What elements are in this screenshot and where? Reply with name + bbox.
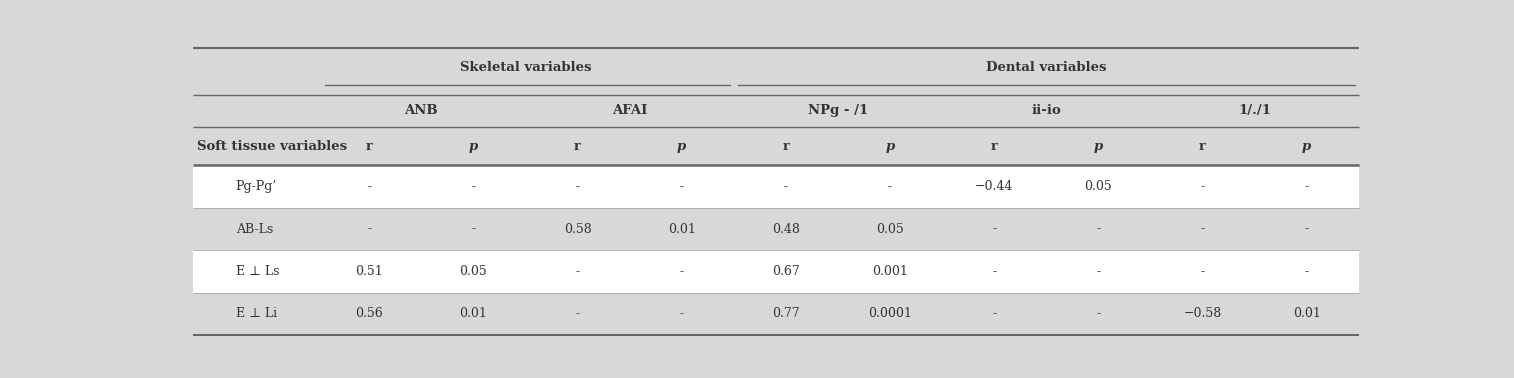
Text: p: p: [1302, 140, 1311, 153]
Text: -: -: [1201, 265, 1205, 278]
Text: -: -: [471, 180, 475, 193]
Text: 0.001: 0.001: [872, 265, 908, 278]
Text: 0.01: 0.01: [1293, 307, 1320, 320]
Text: -: -: [1096, 265, 1101, 278]
Bar: [194, 208, 1358, 250]
Text: 0.01: 0.01: [459, 307, 488, 320]
Bar: [194, 293, 1358, 335]
Bar: [194, 48, 1358, 94]
Text: E ⊥ Ls: E ⊥ Ls: [236, 265, 279, 278]
Text: r: r: [574, 140, 581, 153]
Text: 0.05: 0.05: [1084, 180, 1113, 193]
Text: -: -: [784, 180, 787, 193]
Text: 0.58: 0.58: [563, 223, 592, 235]
Bar: [194, 127, 1358, 166]
Text: −0.44: −0.44: [975, 180, 1013, 193]
Text: -: -: [992, 265, 996, 278]
Text: 0.56: 0.56: [356, 307, 383, 320]
Text: -: -: [680, 307, 684, 320]
Text: NPg - /1: NPg - /1: [808, 104, 868, 117]
Text: E ⊥ Li: E ⊥ Li: [236, 307, 277, 320]
Text: -: -: [680, 265, 684, 278]
Text: 0.05: 0.05: [877, 223, 904, 235]
Text: 0.51: 0.51: [356, 265, 383, 278]
Text: -: -: [366, 223, 371, 235]
Text: -: -: [366, 180, 371, 193]
Text: -: -: [575, 307, 580, 320]
Text: r: r: [783, 140, 789, 153]
Text: 0.05: 0.05: [459, 265, 488, 278]
Bar: [194, 166, 1358, 208]
Text: 0.48: 0.48: [772, 223, 799, 235]
Text: r: r: [366, 140, 372, 153]
Text: AFAI: AFAI: [612, 104, 648, 117]
Text: p: p: [677, 140, 686, 153]
Text: Soft tissue variables: Soft tissue variables: [197, 140, 347, 153]
Text: Pg-Pg’: Pg-Pg’: [236, 180, 277, 193]
Text: −0.58: −0.58: [1184, 307, 1222, 320]
Text: -: -: [1305, 180, 1308, 193]
Text: p: p: [469, 140, 478, 153]
Text: AB-Ls: AB-Ls: [236, 223, 273, 235]
Bar: [194, 94, 1358, 127]
Text: -: -: [1201, 180, 1205, 193]
Text: -: -: [887, 180, 892, 193]
Text: ANB: ANB: [404, 104, 438, 117]
Text: -: -: [992, 307, 996, 320]
Text: -: -: [1096, 307, 1101, 320]
Text: 0.77: 0.77: [772, 307, 799, 320]
Text: ii-io: ii-io: [1031, 104, 1061, 117]
Text: 1/./1: 1/./1: [1238, 104, 1272, 117]
Bar: [194, 250, 1358, 293]
Text: Dental variables: Dental variables: [986, 61, 1107, 74]
Text: 0.67: 0.67: [772, 265, 799, 278]
Text: -: -: [1305, 223, 1308, 235]
Text: -: -: [1096, 223, 1101, 235]
Text: -: -: [1201, 223, 1205, 235]
Text: r: r: [1199, 140, 1207, 153]
Text: 0.01: 0.01: [668, 223, 695, 235]
Text: -: -: [575, 265, 580, 278]
Text: p: p: [1093, 140, 1104, 153]
Text: 0.0001: 0.0001: [868, 307, 911, 320]
Text: -: -: [680, 180, 684, 193]
Text: -: -: [575, 180, 580, 193]
Text: Skeletal variables: Skeletal variables: [460, 61, 590, 74]
Text: -: -: [992, 223, 996, 235]
Text: p: p: [886, 140, 895, 153]
Text: r: r: [990, 140, 998, 153]
Text: -: -: [471, 223, 475, 235]
Text: -: -: [1305, 265, 1308, 278]
